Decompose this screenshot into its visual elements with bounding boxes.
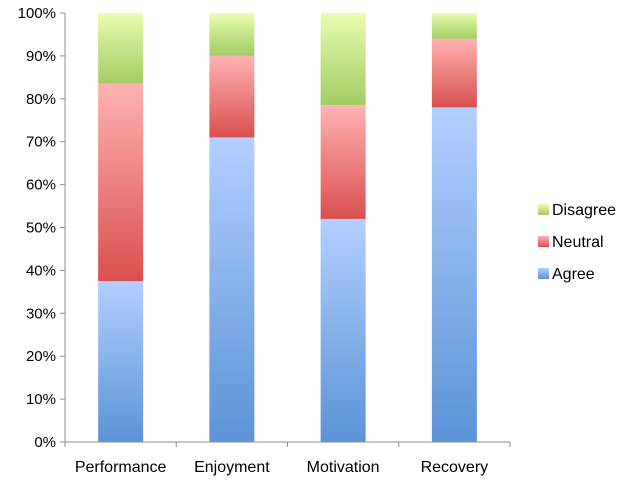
axes-layer bbox=[60, 12, 511, 447]
x-category-labels: Performance Enjoyment Motivation Recovery bbox=[75, 459, 488, 476]
y-tick-label: 70% bbox=[26, 134, 56, 151]
bar-enjoyment-neutral bbox=[209, 55, 255, 138]
y-tick-labels: 0% 10% 20% 30% 40% 50% 60% 70% 80% 90% 100% bbox=[18, 5, 56, 451]
legend-swatch-disagree bbox=[538, 204, 549, 215]
y-tick-label: 50% bbox=[26, 220, 56, 237]
bar-enjoyment-agree bbox=[209, 137, 255, 442]
bar-recovery-agree bbox=[431, 107, 477, 442]
legend-label-agree: Agree bbox=[552, 266, 595, 283]
y-tick-label: 60% bbox=[26, 177, 56, 194]
category-label-recovery: Recovery bbox=[421, 459, 489, 476]
legend-item-neutral: Neutral bbox=[538, 234, 604, 251]
bar-enjoyment-disagree bbox=[209, 13, 255, 56]
legend-swatch-agree bbox=[538, 268, 549, 279]
legend: Disagree Neutral Agree bbox=[538, 202, 616, 283]
y-tick-label: 80% bbox=[26, 91, 56, 108]
category-label-enjoyment: Enjoyment bbox=[194, 459, 270, 476]
legend-item-disagree: Disagree bbox=[538, 202, 616, 219]
category-label-performance: Performance bbox=[75, 459, 167, 476]
y-tick-label: 10% bbox=[26, 391, 56, 408]
bar-motivation-disagree bbox=[320, 13, 366, 106]
bar-performance-disagree bbox=[98, 13, 144, 84]
bar-recovery-neutral bbox=[431, 38, 477, 108]
y-tick-label: 100% bbox=[18, 5, 56, 22]
bar-motivation-agree bbox=[320, 218, 366, 442]
bar-motivation-neutral bbox=[320, 105, 366, 219]
y-tick-label: 20% bbox=[26, 348, 56, 365]
category-label-motivation: Motivation bbox=[307, 459, 380, 476]
bar-recovery-disagree bbox=[431, 13, 477, 39]
y-tick-label: 40% bbox=[26, 262, 56, 279]
y-tick-label: 90% bbox=[26, 48, 56, 65]
legend-label-neutral: Neutral bbox=[552, 234, 604, 251]
legend-swatch-neutral bbox=[538, 236, 549, 247]
y-tick-label: 30% bbox=[26, 305, 56, 322]
y-tick-label: 0% bbox=[34, 434, 56, 451]
bar-performance-agree bbox=[98, 281, 144, 443]
bar-performance-neutral bbox=[98, 83, 144, 282]
legend-item-agree: Agree bbox=[538, 266, 595, 283]
legend-label-disagree: Disagree bbox=[552, 202, 616, 219]
bars-layer bbox=[98, 13, 477, 443]
